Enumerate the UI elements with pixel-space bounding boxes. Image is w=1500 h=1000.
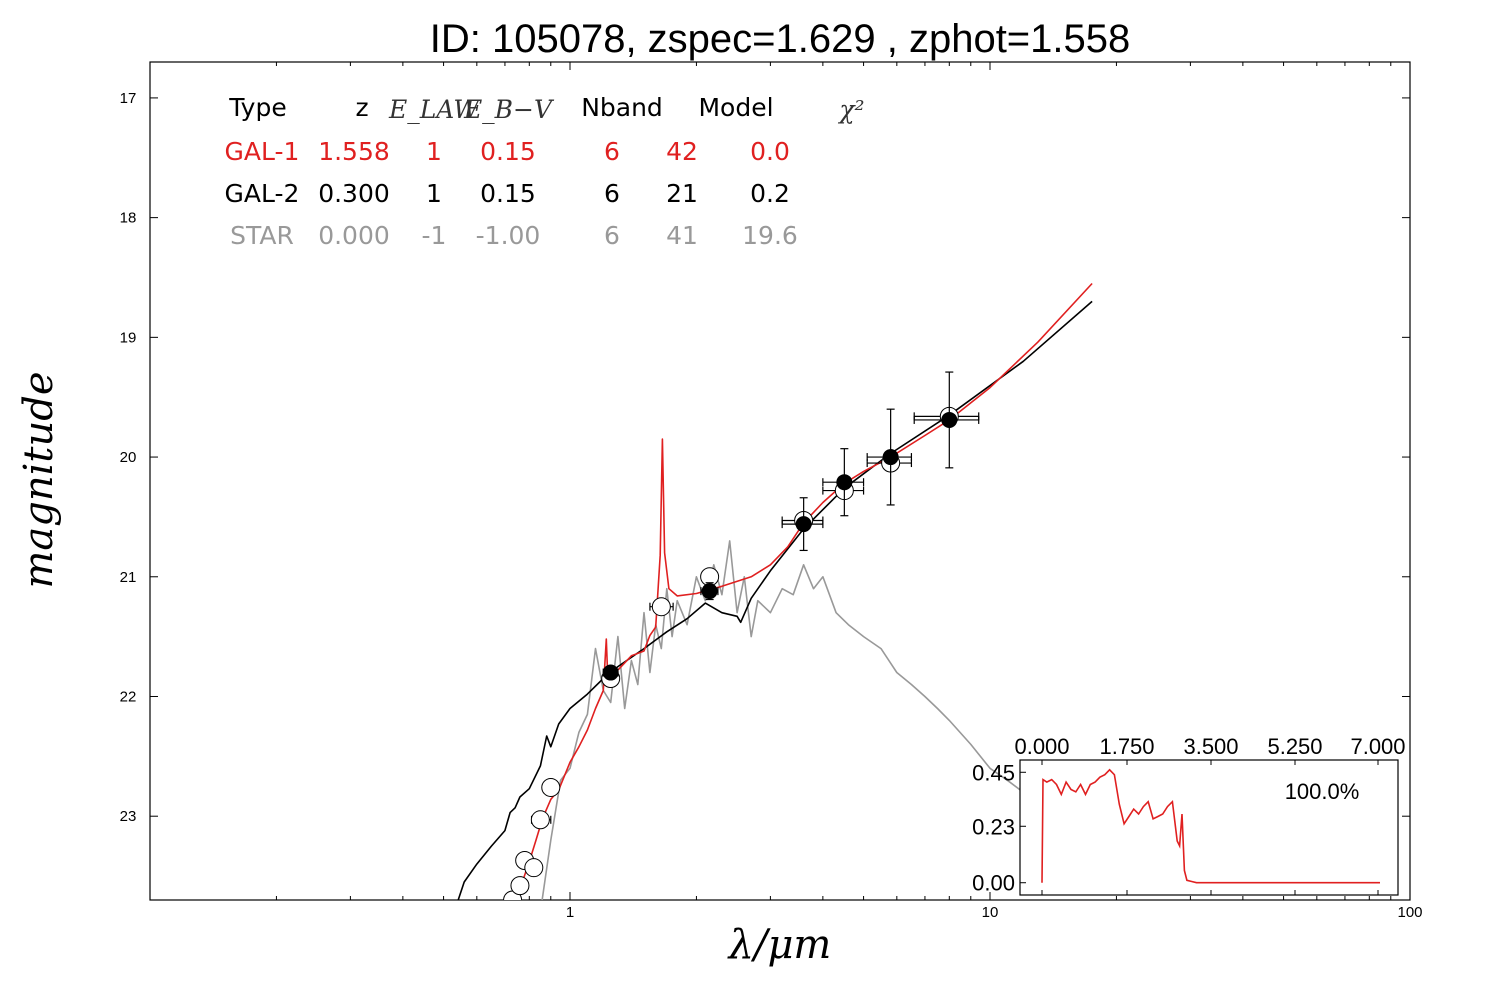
model-magnitude-point (530, 810, 550, 830)
y-axis-label: magnitude (16, 371, 62, 588)
y-tick-label: 20 (120, 449, 137, 466)
table-header: χ² (837, 95, 864, 124)
model-magnitude-point (524, 858, 544, 878)
observed-magnitude-point (836, 474, 853, 491)
inset-y-tick-label: 0.23 (972, 814, 1015, 839)
x-tick-label: 100 (1397, 904, 1422, 921)
table-cell: -1.00 (476, 221, 541, 250)
model-magnitude-point (541, 777, 561, 797)
y-tick-label: 22 (120, 688, 137, 705)
table-header: E_B−V (463, 95, 555, 124)
chart-title: ID: 105078, zspec=1.629 , zphot=1.558 (430, 17, 1131, 61)
inset-x-tick-label: 1.750 (1099, 734, 1154, 759)
inset-y-tick-label: 0.00 (972, 871, 1015, 896)
star-model-line (541, 540, 1039, 900)
table-cell: 0.000 (318, 221, 390, 250)
table-cell: GAL-1 (225, 137, 300, 166)
x-tick-label: 10 (982, 904, 999, 921)
y-axis: 17 18 19 20 21 22 23 (120, 90, 1410, 825)
observed-magnitude-point (941, 411, 958, 428)
table-header: Nband (581, 93, 663, 122)
table-header: E_LAW (388, 95, 481, 124)
table-cell: -1 (422, 221, 447, 250)
x-axis: 1 10 100 (275, 62, 1423, 921)
inset-x-tick-label: 0.000 (1014, 734, 1069, 759)
table-cell: GAL-2 (225, 179, 300, 208)
inset-x-tick-label: 3.500 (1183, 734, 1238, 759)
x-tick-label: 1 (566, 904, 574, 921)
inset-frame (1019, 759, 1399, 896)
observed-magnitude-point (882, 449, 899, 466)
table-cell: 0.2 (750, 179, 790, 208)
inset-x-tick-label: 7.000 (1350, 734, 1405, 759)
y-tick-label: 19 (120, 329, 137, 346)
table-cell: 19.6 (742, 221, 798, 250)
y-tick-label: 23 (120, 808, 137, 825)
table-cell: 0.15 (480, 179, 536, 208)
table-cell: STAR (230, 221, 294, 250)
plot-area (149, 61, 1411, 901)
points-layer (503, 371, 980, 900)
model-magnitude-point (510, 876, 530, 896)
table-header: Model (698, 93, 773, 122)
pdz-line (1041, 768, 1380, 884)
table-header: z (355, 93, 368, 122)
observed-magnitude-point (795, 516, 812, 533)
y-tick-label: 21 (120, 569, 137, 586)
observed-magnitude-point (602, 664, 619, 681)
table-cell: 41 (666, 221, 698, 250)
table-cell: 21 (666, 179, 698, 208)
inset-y-tick-label: 0.45 (972, 760, 1015, 785)
table-cell: 6 (604, 221, 620, 250)
table-cell: 0.15 (480, 137, 536, 166)
inset-x-tick-label: 5.250 (1267, 734, 1322, 759)
pdz-inset: 100.0% 0.000 1.750 3.500 5.250 7.000 0.45 0.23… (972, 734, 1405, 896)
inset-annotation: 100.0% (1285, 779, 1360, 804)
gal1-model-line (516, 282, 1093, 900)
table-cell: 6 (604, 137, 620, 166)
y-tick-label: 18 (120, 210, 137, 227)
table-cell: 42 (666, 137, 698, 166)
table-cell: 1.558 (318, 137, 390, 166)
y-tick-label: 17 (120, 90, 137, 107)
table-header: Type (228, 93, 286, 122)
table-cell: 1 (426, 179, 442, 208)
observed-magnitude-point (701, 583, 718, 600)
x-axis-label: λ/μm (727, 922, 832, 968)
table-cell: 0.300 (318, 179, 390, 208)
table-cell: 6 (604, 179, 620, 208)
table-cell: 1 (426, 137, 442, 166)
table-cell: 0.0 (750, 137, 790, 166)
model-magnitude-point (651, 597, 671, 617)
